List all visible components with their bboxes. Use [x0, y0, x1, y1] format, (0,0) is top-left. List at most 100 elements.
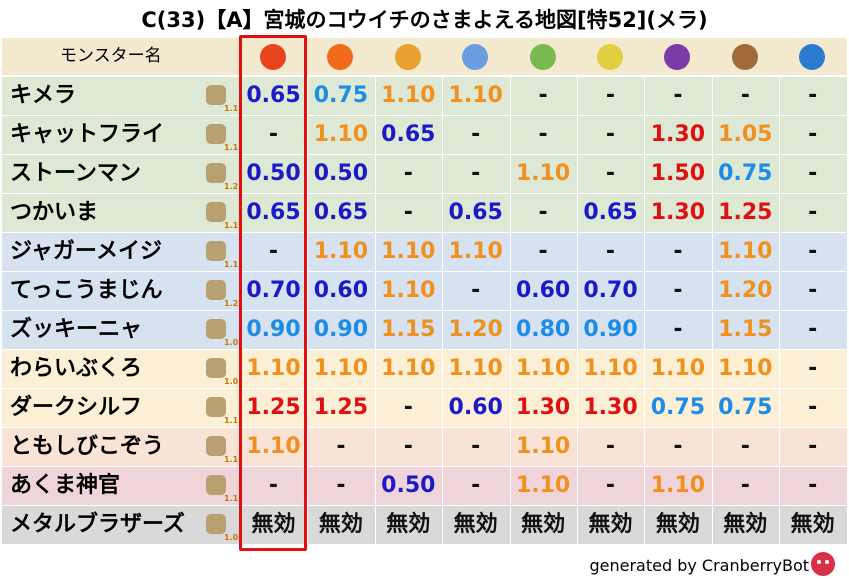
resistance-cell: 0.75 — [718, 161, 773, 186]
resistance-cell: - — [403, 200, 413, 225]
table-row — [2, 194, 847, 232]
column-divider — [779, 194, 781, 232]
type-icon — [206, 397, 226, 417]
column-divider — [307, 467, 309, 505]
resistance-cell: 無効 — [521, 512, 566, 537]
resistance-cell: 0.90 — [313, 317, 369, 342]
monster-name: ともしびこぞう — [10, 434, 165, 459]
column-divider — [577, 77, 578, 115]
resistance-cell: 1.25 — [718, 200, 773, 225]
table-row — [2, 233, 847, 271]
column-divider — [374, 155, 376, 193]
table-row — [2, 272, 847, 310]
type-icon — [206, 436, 226, 456]
column-divider — [711, 233, 713, 271]
resistance-cell: 0.90 — [583, 317, 638, 342]
resistance-cell: - — [538, 239, 548, 264]
resistance-cell: 1.10 — [246, 434, 301, 459]
column-divider — [442, 428, 444, 466]
resistance-cell: 無効 — [790, 512, 835, 537]
table-row — [2, 350, 847, 388]
resistance-cell: 1.10 — [515, 434, 571, 459]
column-divider — [442, 194, 444, 232]
column-divider — [509, 428, 511, 466]
resistance-cell: - — [673, 278, 683, 303]
column-divider — [442, 311, 444, 349]
column-divider — [307, 272, 309, 310]
column-divider — [509, 506, 511, 544]
resistance-cell: 0.60 — [448, 395, 503, 420]
resistance-cell: - — [740, 83, 750, 108]
column-divider — [711, 155, 713, 193]
resistance-cell: 1.10 — [313, 122, 369, 147]
column-divider — [374, 77, 376, 115]
rank: 1.1 — [224, 416, 239, 425]
column-divider — [307, 389, 309, 427]
resistance-cell: - — [673, 83, 683, 108]
column-divider — [577, 506, 578, 544]
type-icon — [206, 241, 226, 261]
column-divider — [442, 506, 444, 544]
monster-name: あくま神官 — [10, 473, 121, 498]
column-divider — [779, 155, 781, 193]
column-divider — [644, 506, 646, 544]
column-divider — [509, 467, 511, 505]
column-divider — [779, 77, 781, 115]
rank: 1.1 — [224, 104, 239, 113]
column-divider — [779, 233, 781, 271]
column-divider — [307, 233, 309, 271]
resistance-cell: - — [605, 122, 616, 147]
resistance-cell: 1.10 — [448, 356, 503, 381]
resistance-cell: - — [403, 395, 413, 420]
resistance-cell: 1.10 — [381, 278, 436, 303]
resistance-cell: 1.10 — [650, 473, 706, 498]
resistance-cell: - — [808, 317, 818, 342]
monster-name: キャットフライ — [10, 122, 165, 147]
resistance-cell: - — [538, 83, 548, 108]
column-divider — [644, 428, 646, 466]
column-divider — [577, 116, 578, 154]
column-divider — [374, 272, 376, 310]
resistance-cell: 0.65 — [381, 122, 436, 147]
resistance-cell: 1.25 — [313, 395, 369, 420]
column-divider — [779, 506, 781, 544]
column-divider — [307, 77, 309, 115]
resistance-cell: 1.15 — [718, 317, 773, 342]
resistance-cell: 0.70 — [246, 278, 301, 303]
column-divider — [374, 233, 376, 271]
column-divider — [779, 272, 781, 310]
resistance-cell: - — [605, 239, 616, 264]
column-divider — [307, 428, 309, 466]
column-divider — [711, 350, 713, 388]
resistance-cell: 0.65 — [246, 200, 301, 225]
column-divider — [779, 311, 781, 349]
monster-name: メタルブラザーズ — [10, 512, 185, 537]
element-icon — [597, 44, 623, 70]
column-divider — [577, 194, 578, 232]
monster-name: わらいぶくろ — [10, 356, 143, 381]
resistance-cell: 0.60 — [515, 278, 571, 303]
column-divider — [509, 233, 511, 271]
column-divider — [374, 311, 376, 349]
resistance-cell: 1.10 — [313, 356, 369, 381]
column-divider — [711, 506, 713, 544]
highlight-column — [239, 35, 307, 551]
column-divider — [374, 194, 376, 232]
title: C(33)【A】宮城のコウイチのさまよえる地図[特52](メラ) — [141, 8, 708, 32]
column-divider — [374, 506, 376, 544]
rank: 1.2 — [224, 182, 239, 191]
resistance-cell: 無効 — [723, 512, 768, 537]
column-divider — [711, 389, 713, 427]
type-icon — [206, 124, 226, 144]
column-divider — [711, 428, 713, 466]
resistance-cell: - — [605, 473, 616, 498]
column-divider — [509, 155, 511, 193]
rank: 1.1 — [224, 221, 239, 230]
resistance-cell: 0.60 — [313, 278, 369, 303]
column-divider — [711, 272, 713, 310]
resistance-cell: 1.10 — [381, 83, 436, 108]
resistance-cell: - — [471, 161, 481, 186]
column-divider — [577, 428, 578, 466]
resistance-cell: - — [808, 83, 818, 108]
